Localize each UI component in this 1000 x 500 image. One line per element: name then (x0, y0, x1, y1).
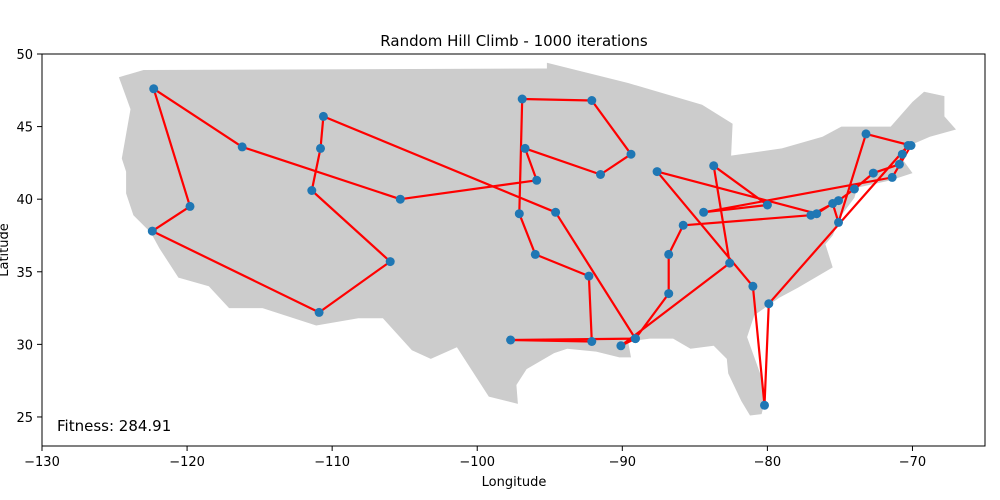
city-point-49 (725, 258, 735, 268)
plot-frame (41, 53, 986, 447)
city-point-26 (664, 289, 674, 299)
x-tick-label: −90 (609, 455, 636, 470)
city-point-31 (849, 184, 859, 194)
city-point-21 (532, 175, 542, 185)
city-point-18 (626, 149, 636, 159)
city-point-43 (861, 129, 871, 139)
x-axis-label: Longitude (482, 475, 547, 490)
city-point-32 (868, 168, 878, 178)
city-point-15 (514, 209, 524, 219)
city-point-8 (318, 111, 328, 121)
city-point-4 (314, 307, 324, 317)
chart-title: Random Hill Climb - 1000 iterations (380, 32, 648, 50)
city-point-47 (762, 200, 772, 210)
city-point-5 (385, 257, 395, 267)
city-point-20 (520, 143, 530, 153)
x-tick-label: −80 (754, 455, 781, 470)
y-tick-label: 25 (16, 411, 33, 426)
x-tick-label: −130 (24, 455, 60, 470)
city-point-45 (887, 172, 897, 182)
x-tick-label: −110 (314, 455, 350, 470)
usa-map-outline (118, 62, 956, 416)
city-point-40 (812, 209, 822, 219)
y-tick-label: 40 (16, 193, 33, 208)
route-line-1 (151, 87, 637, 343)
city-point-6 (307, 186, 317, 195)
city-point-14 (530, 249, 540, 259)
city-point-17 (587, 96, 597, 105)
y-axis-label: Latitude (0, 223, 12, 277)
city-point-28 (678, 220, 688, 230)
city-point-2 (185, 201, 195, 211)
city-point-42 (834, 217, 843, 227)
city-point-48 (709, 161, 719, 171)
city-point-3 (147, 226, 157, 236)
x-tick-label: −70 (899, 455, 926, 470)
x-tick-label: −100 (459, 455, 495, 470)
city-point-22 (395, 194, 405, 204)
city-point-1 (149, 84, 159, 94)
y-tick-label: 50 (16, 48, 33, 63)
city-point-7 (316, 143, 325, 153)
city-point-9 (551, 207, 561, 217)
city-point-41 (828, 199, 838, 208)
city-point-12 (587, 337, 597, 346)
city-point-19 (596, 170, 605, 179)
y-tick-label: 30 (16, 338, 33, 353)
city-point-16 (517, 94, 527, 104)
city-point-36 (764, 299, 774, 309)
y-tick-label: 45 (16, 121, 33, 136)
city-point-46 (699, 207, 709, 217)
city-point-37 (760, 400, 769, 410)
city-point-13 (584, 271, 594, 281)
x-tick-label: −120 (169, 455, 205, 470)
city-point-27 (664, 249, 674, 259)
city-point-25 (630, 334, 640, 344)
city-point-33 (894, 159, 904, 169)
city-point-39 (652, 167, 662, 177)
city-point-24 (616, 341, 626, 351)
city-point-38 (748, 281, 758, 291)
city-point-44 (906, 141, 916, 150)
city-point-34 (897, 149, 907, 159)
fitness-annotation: Fitness: 284.91 (57, 417, 171, 435)
y-tick-label: 35 (16, 266, 33, 281)
city-point-23 (237, 142, 247, 152)
city-point-11 (506, 335, 516, 345)
